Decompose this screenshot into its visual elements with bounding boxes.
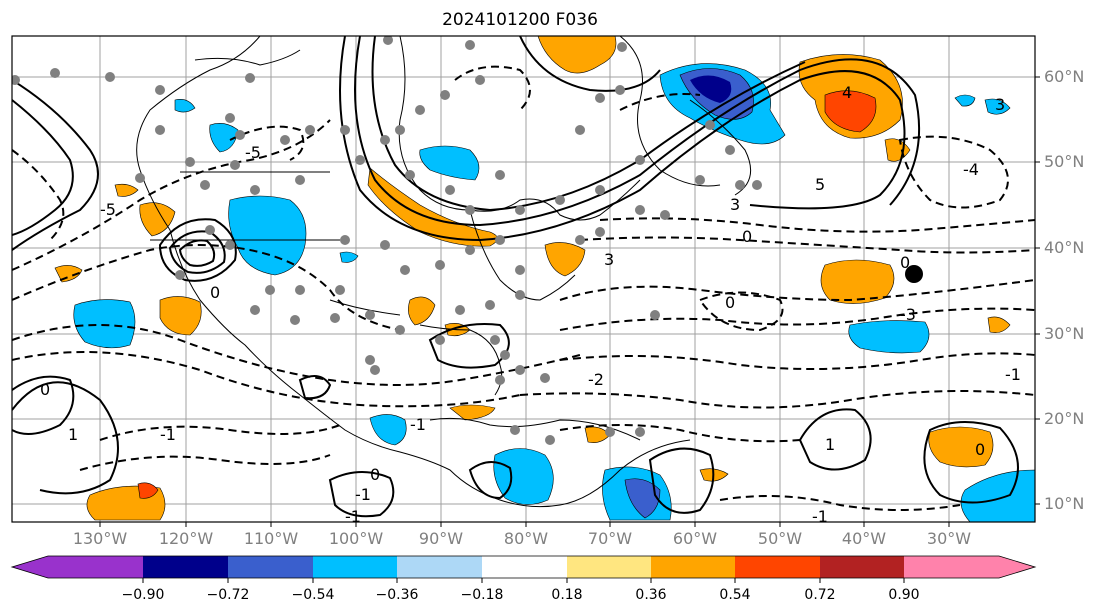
map-title: 2024101200 F036 <box>442 10 598 30</box>
longitude-label: 110°W <box>243 529 299 548</box>
colorbar-tick-label: 0.18 <box>551 587 583 603</box>
colorbar-tick-label: 0.72 <box>804 587 836 603</box>
contour-label: 0 <box>370 465 380 484</box>
contour-label: -2 <box>588 370 604 389</box>
colorbar-segment <box>482 556 567 578</box>
contour-label: -1 <box>345 507 361 526</box>
contour-label: 5 <box>815 175 825 194</box>
contour-label: -1 <box>410 415 426 434</box>
colorbar-segment <box>48 556 143 578</box>
colorbar-tick-label: 0.36 <box>635 587 667 603</box>
contour-label: 1 <box>825 435 835 454</box>
contour-label: -1 <box>160 425 176 444</box>
colorbar-segment <box>651 556 735 578</box>
contour-label: -1 <box>355 485 371 504</box>
contour-label: 0 <box>975 440 985 459</box>
latitude-label: 20°N <box>1044 409 1085 428</box>
contour-label: 3 <box>730 195 740 214</box>
colorbar-segment <box>397 556 482 578</box>
observation-markers <box>12 36 762 445</box>
axis-ticks <box>99 76 1040 527</box>
longitude-label: 80°W <box>503 529 549 548</box>
map-frame-border <box>11 35 1036 523</box>
colorbar-tick-label: −0.90 <box>121 587 165 603</box>
colorbar-tick-label: −0.18 <box>460 587 504 603</box>
contour-label-group: 4 5 3 0 3 -3 -4 3 -1 -2 -5 -5 1 1 -1 -1 … <box>40 83 1021 526</box>
longitude-label: 90°W <box>418 529 464 548</box>
colorbar-extend-high <box>999 556 1035 578</box>
contour-label: 0 <box>742 227 752 246</box>
longitude-label: 130°W <box>72 529 128 548</box>
contour-label: -3 <box>900 305 916 324</box>
contour-lines-dashed <box>12 65 1035 511</box>
colorbar-tick-label: −0.36 <box>375 587 419 603</box>
longitude-label: 100°W <box>328 529 384 548</box>
contour-label: 1 <box>68 425 78 444</box>
station-marker <box>905 265 923 283</box>
colorbar-tick-label: 0.54 <box>719 587 751 603</box>
longitude-label: 70°W <box>587 529 633 548</box>
positive-anomaly-fill <box>54 36 1011 521</box>
colorbar-tick-label: 0.90 <box>888 587 920 603</box>
latitude-label: 30°N <box>1044 324 1085 343</box>
colorbar-segment <box>143 556 228 578</box>
colorbar-segment <box>820 556 904 578</box>
contour-lines <box>12 36 1019 518</box>
longitude-label: 50°W <box>757 529 803 548</box>
contour-label: 3 <box>604 250 614 269</box>
longitude-label: 120°W <box>158 529 214 548</box>
colorbar-segment <box>735 556 820 578</box>
contour-label: 4 <box>842 83 852 102</box>
colorbar-tick-label: −0.54 <box>291 587 335 603</box>
contour-label: -1 <box>812 507 828 526</box>
colorbar <box>10 555 1037 583</box>
contour-label: -1 <box>1005 365 1021 384</box>
contour-label: 3 <box>995 95 1005 114</box>
colorbar-segment <box>567 556 651 578</box>
contour-label: 0 <box>210 283 220 302</box>
contour-label: 0 <box>900 253 910 272</box>
latitude-label: 40°N <box>1044 238 1085 257</box>
colorbar-segment <box>904 556 999 578</box>
contour-label: -5 <box>245 143 261 162</box>
latitude-label: 60°N <box>1044 67 1085 86</box>
longitude-label: 40°W <box>841 529 887 548</box>
colorbar-segment <box>313 556 397 578</box>
contour-label: 0 <box>40 380 50 399</box>
contour-label: -4 <box>963 160 979 179</box>
colorbar-extend-low <box>12 556 48 578</box>
colorbar-tick-label: −0.72 <box>206 587 250 603</box>
latitude-label: 10°N <box>1044 494 1085 513</box>
colorbar-segment <box>228 556 313 578</box>
contour-label: 0 <box>725 293 735 312</box>
latitude-label: 50°N <box>1044 152 1085 171</box>
longitude-label: 30°W <box>926 529 972 548</box>
contour-label: -5 <box>100 200 116 219</box>
longitude-label: 60°W <box>672 529 718 548</box>
